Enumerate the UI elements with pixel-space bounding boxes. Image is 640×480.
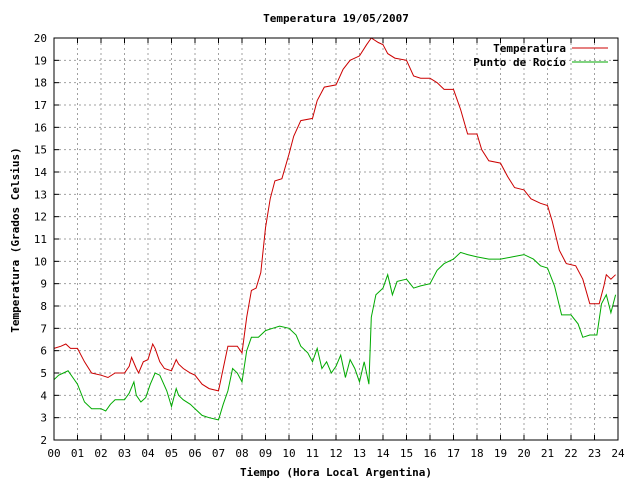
x-tick-label: 22 xyxy=(564,447,577,460)
x-tick-label: 07 xyxy=(212,447,225,460)
series-line-1 xyxy=(53,251,617,421)
y-tick-label: 7 xyxy=(40,322,47,335)
y-tick-label: 10 xyxy=(34,255,47,268)
series-lines xyxy=(53,37,617,421)
legend-label-1: Punto de Rocío xyxy=(473,56,566,69)
y-tick-label: 12 xyxy=(34,211,47,224)
y-tick-label: 18 xyxy=(34,77,47,90)
x-tick-label: 10 xyxy=(282,447,295,460)
y-tick-label: 16 xyxy=(34,121,47,134)
x-tick-label: 08 xyxy=(235,447,248,460)
x-tick-label: 13 xyxy=(353,447,366,460)
grid-lines xyxy=(54,38,618,440)
x-tick-label: 00 xyxy=(47,447,60,460)
y-axis-title: Temperatura (Grados Celsius) xyxy=(9,147,22,332)
legend-label-0: Temperatura xyxy=(493,42,566,55)
series-line-0 xyxy=(53,37,616,392)
x-tick-label: 18 xyxy=(470,447,483,460)
x-axis-title: Tiempo (Hora Local Argentina) xyxy=(240,466,432,479)
y-tick-label: 3 xyxy=(40,412,47,425)
y-tick-label: 8 xyxy=(40,300,47,313)
x-tick-label: 17 xyxy=(447,447,460,460)
x-tick-label: 05 xyxy=(165,447,178,460)
x-tick-label: 09 xyxy=(259,447,272,460)
x-tick-label: 11 xyxy=(306,447,319,460)
x-tick-label: 21 xyxy=(541,447,554,460)
y-tick-label: 11 xyxy=(34,233,47,246)
x-tick-label: 01 xyxy=(71,447,84,460)
x-tick-label: 06 xyxy=(188,447,201,460)
y-tick-label: 20 xyxy=(34,32,47,45)
chart-title: Temperatura 19/05/2007 xyxy=(263,12,409,25)
y-tick-label: 2 xyxy=(40,434,47,447)
x-tick-label: 19 xyxy=(494,447,507,460)
y-tick-label: 13 xyxy=(34,188,47,201)
x-tick-label: 23 xyxy=(588,447,601,460)
x-tick-label: 03 xyxy=(118,447,131,460)
y-tick-label: 9 xyxy=(40,278,47,291)
y-tick-label: 5 xyxy=(40,367,47,380)
y-tick-label: 17 xyxy=(34,99,47,112)
y-tick-label: 14 xyxy=(34,166,48,179)
x-tick-label: 15 xyxy=(400,447,413,460)
y-tick-label: 6 xyxy=(40,345,47,358)
x-tick-label: 12 xyxy=(329,447,342,460)
y-tick-label: 4 xyxy=(40,389,47,402)
x-tick-label: 20 xyxy=(517,447,530,460)
x-tick-label: 14 xyxy=(376,447,390,460)
x-tick-label: 16 xyxy=(423,447,436,460)
y-tick-label: 15 xyxy=(34,144,47,157)
x-tick-label: 04 xyxy=(141,447,155,460)
x-tick-label: 24 xyxy=(611,447,625,460)
x-tick-label: 02 xyxy=(94,447,107,460)
y-tick-label: 19 xyxy=(34,54,47,67)
